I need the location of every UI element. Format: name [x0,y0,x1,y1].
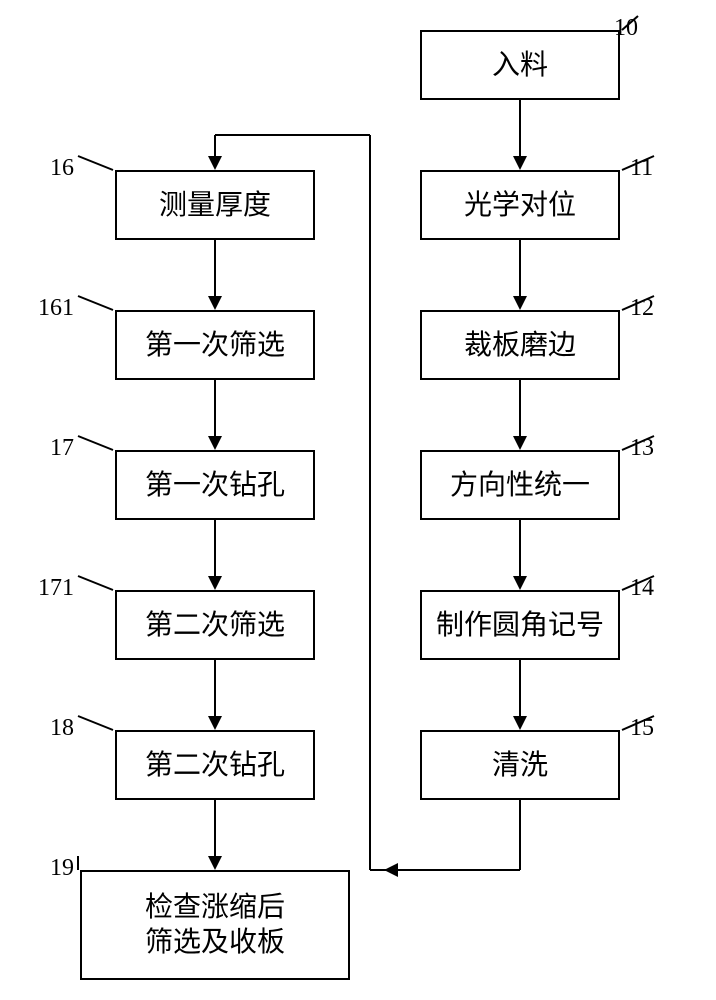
node-10: 入料 [420,30,620,100]
node-19-text: 检查涨缩后 筛选及收板 [145,890,285,960]
node-17-text: 第一次钻孔 [145,468,285,503]
node-19-text-l2: 筛选及收板 [145,927,285,958]
node-14: 制作圆角记号 [420,590,620,660]
node-16: 测量厚度 [115,170,315,240]
node-18-text: 第二次钻孔 [145,748,285,783]
node-13: 方向性统一 [420,450,620,520]
node-161: 第一次筛选 [115,310,315,380]
node-10-text: 入料 [492,48,548,83]
node-11: 光学对位 [420,170,620,240]
flowchart-canvas: 入料 光学对位 裁板磨边 方向性统一 制作圆角记号 清洗 测量厚度 第一次筛选 … [0,0,716,1000]
label-16: 16 [50,155,74,182]
label-12: 12 [630,295,654,322]
node-14-text: 制作圆角记号 [436,608,604,643]
node-19: 检查涨缩后 筛选及收板 [80,870,350,980]
node-11-text: 光学对位 [464,188,576,223]
node-13-text: 方向性统一 [450,468,590,503]
node-12: 裁板磨边 [420,310,620,380]
label-17: 17 [50,435,74,462]
node-18: 第二次钻孔 [115,730,315,800]
label-13: 13 [630,435,654,462]
node-12-text: 裁板磨边 [464,328,576,363]
label-18: 18 [50,715,74,742]
label-14: 14 [630,575,654,602]
label-161: 161 [38,295,74,322]
node-161-text: 第一次筛选 [145,328,285,363]
label-19: 19 [50,855,74,882]
label-10: 10 [614,15,638,42]
node-171: 第二次筛选 [115,590,315,660]
node-19-text-l1: 检查涨缩后 [145,892,285,923]
node-15: 清洗 [420,730,620,800]
label-15: 15 [630,715,654,742]
node-17: 第一次钻孔 [115,450,315,520]
label-171: 171 [38,575,74,602]
node-16-text: 测量厚度 [159,188,271,223]
node-15-text: 清洗 [492,748,548,783]
node-171-text: 第二次筛选 [145,608,285,643]
label-11: 11 [630,155,653,182]
